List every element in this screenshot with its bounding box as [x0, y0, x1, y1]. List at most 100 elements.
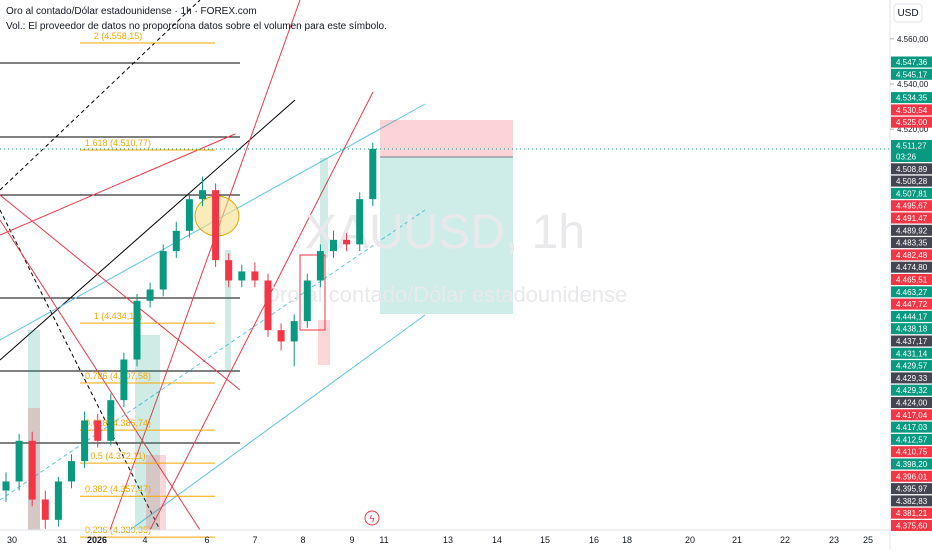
- price-tag-label: 4.530,54: [896, 106, 928, 115]
- price-tag: [891, 433, 932, 445]
- price-tag-label: 4.437,17: [896, 337, 928, 346]
- price-tag-label: 4.429,32: [896, 386, 928, 395]
- candle-body: [133, 300, 141, 360]
- candle-body: [54, 481, 62, 520]
- price-tag-label: 4.395,97: [896, 485, 928, 494]
- time-label: 31: [57, 535, 67, 545]
- price-tag-label: 4.525,00: [896, 118, 928, 127]
- price-tag: [891, 520, 932, 531]
- price-tag: [891, 470, 932, 482]
- price-tag: [891, 286, 932, 298]
- candle-body: [356, 199, 364, 245]
- price-tag-label: 4.491,47: [896, 214, 928, 223]
- candle-body: [316, 251, 324, 281]
- time-label: 14: [492, 535, 502, 545]
- time-label: 18: [622, 535, 632, 545]
- price-tag: [891, 249, 932, 261]
- price-tag-label: 4.424,00: [896, 399, 928, 408]
- candle-body: [264, 280, 272, 331]
- candle-body: [212, 190, 220, 261]
- price-tag-label: 4.398,20: [896, 460, 928, 469]
- time-label: 23: [829, 535, 839, 545]
- candle-body: [41, 499, 49, 520]
- price-tag-label: 4.375,60: [896, 522, 928, 531]
- price-tag: [891, 347, 932, 359]
- event-icon[interactable]: [364, 510, 380, 526]
- price-tag-label: 4.463,27: [896, 288, 928, 297]
- price-tag: [891, 323, 932, 335]
- time-label: 22: [780, 535, 790, 545]
- price-tag-label: 4.438,18: [896, 325, 928, 334]
- price-tag: [891, 274, 932, 285]
- candle-body: [68, 461, 75, 482]
- price-tag: [891, 507, 932, 519]
- candle-body: [15, 440, 23, 482]
- watermark-symbol: XAUUSD, 1h: [305, 206, 585, 259]
- price-tag: [891, 483, 932, 495]
- time-label: 4: [142, 535, 147, 545]
- candle-body: [2, 481, 10, 491]
- y-tick-label: 4.540,00: [897, 80, 929, 89]
- time-label: 13: [443, 535, 453, 545]
- price-tag-label: 4.507,81: [896, 189, 928, 198]
- price-tag: [891, 116, 932, 128]
- event-icon-glyph: ϟ: [369, 514, 375, 525]
- time-label: 7: [252, 535, 257, 545]
- price-tag-label: 4.547,36: [896, 58, 928, 67]
- candle-body: [185, 199, 193, 231]
- price-tag-label: 4.483,35: [896, 239, 928, 248]
- countdown-bg: [891, 151, 932, 162]
- fib-label: 0.5 (4.372,11): [90, 451, 145, 461]
- candle-body: [238, 271, 246, 281]
- y-tick-label: 4.560,00: [897, 35, 929, 44]
- price-tag: [891, 409, 932, 421]
- price-tag-label: 4.482,48: [896, 251, 928, 260]
- price-tag: [891, 56, 932, 68]
- time-label: 25: [863, 535, 873, 545]
- price-tag-label: 4.508,89: [896, 165, 928, 174]
- price-tag-label: 4.429,57: [896, 362, 928, 371]
- price-tag-label: 4.412,57: [896, 435, 928, 444]
- watermark-description: Oro al contado/Dólar estadounidense: [263, 282, 627, 307]
- fib-label: 1.618 (4.510,77): [85, 138, 151, 148]
- price-tag: [891, 68, 932, 80]
- candle-body: [330, 239, 337, 252]
- price-tag-label: 4.495,67: [896, 202, 928, 211]
- time-label: 11: [379, 535, 388, 545]
- time-label: 6: [204, 535, 209, 545]
- price-tag-label: 4.417,03: [896, 423, 928, 432]
- candle-body: [146, 289, 154, 301]
- fib-label: 1 (4.434,12): [94, 311, 143, 321]
- price-tag: [891, 384, 932, 396]
- price-tag-label: 4.444,17: [896, 312, 928, 321]
- time-label: 30: [7, 535, 17, 545]
- price-tag: [891, 310, 932, 322]
- price-tag-label: 4.396,01: [896, 472, 928, 481]
- price-tag: [891, 261, 932, 273]
- candle-body: [172, 230, 180, 252]
- candle-body: [290, 321, 298, 342]
- price-tag: [891, 458, 932, 470]
- volume-note: Vol.: El proveedor de datos no proporcio…: [6, 21, 387, 32]
- price-tag: [891, 104, 932, 116]
- price-tag: [891, 298, 932, 310]
- price-tag-label: 4.511,27: [896, 142, 927, 151]
- price-tag-label: 4.417,04: [896, 411, 928, 420]
- candle-body: [343, 239, 351, 245]
- fib-label: 2 (4.558,15): [94, 31, 143, 41]
- price-tag-label: 4.545,17: [896, 70, 928, 79]
- price-tag: [891, 421, 932, 433]
- fib-label: 0.786 (4.407,58): [85, 371, 151, 381]
- price-tag-label: 4.508,28: [896, 177, 928, 186]
- candle-body: [199, 190, 206, 200]
- currency-button[interactable]: [893, 3, 923, 23]
- price-tag-label: 4.431,14: [896, 349, 928, 358]
- price-tag: [891, 175, 932, 187]
- candle-body: [81, 420, 89, 462]
- candle-body: [225, 260, 233, 281]
- price-tag: [891, 92, 932, 104]
- candle-body: [369, 148, 377, 200]
- time-label: 15: [540, 535, 550, 545]
